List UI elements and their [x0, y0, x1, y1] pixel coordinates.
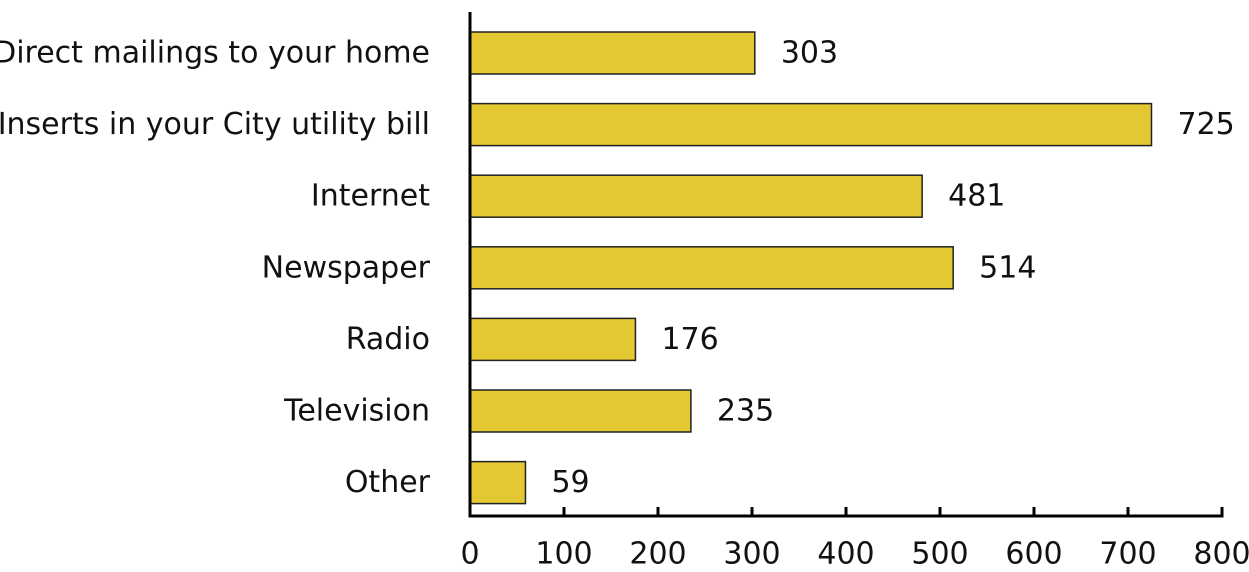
category-label: Newspaper — [262, 250, 431, 285]
bar — [469, 389, 692, 433]
category-label: Direct mailings to your home — [0, 36, 430, 71]
x-tick-label: 700 — [1099, 537, 1156, 572]
bar — [469, 102, 1153, 147]
x-tick-label: 100 — [535, 537, 592, 572]
category-labels-group: Direct mailings to your home Inserts in y… — [0, 36, 431, 501]
x-tick-labels-group: 0 100 200 300 400 500 600 700 800 — [460, 537, 1249, 572]
value-labels-group: 303 725 481 514 176 235 59 — [551, 36, 1234, 501]
bar — [469, 31, 756, 75]
category-label: Television — [283, 394, 430, 429]
bar — [469, 246, 954, 290]
value-label: 59 — [551, 465, 589, 500]
value-label: 725 — [1178, 107, 1235, 142]
x-ticks-group — [468, 507, 1224, 516]
x-tick-label: 800 — [1193, 537, 1249, 572]
value-label: 176 — [661, 322, 718, 357]
value-label: 235 — [717, 394, 774, 429]
bars-group — [469, 31, 1153, 505]
category-label: Other — [345, 465, 431, 500]
category-label: Internet — [311, 179, 430, 214]
category-label: Radio — [346, 322, 430, 357]
value-label: 303 — [781, 36, 838, 71]
x-tick-label: 0 — [460, 537, 479, 572]
category-label: Inserts in your City utility bill — [0, 107, 430, 142]
bar — [469, 174, 923, 218]
x-tick-label: 400 — [817, 537, 874, 572]
bar — [469, 317, 637, 362]
value-label: 481 — [948, 179, 1005, 214]
bar — [469, 460, 527, 505]
x-tick-label: 500 — [911, 537, 968, 572]
value-label: 514 — [979, 250, 1036, 285]
x-tick-label: 600 — [1005, 537, 1062, 572]
x-tick-label: 300 — [723, 537, 780, 572]
x-tick-label: 200 — [629, 537, 686, 572]
